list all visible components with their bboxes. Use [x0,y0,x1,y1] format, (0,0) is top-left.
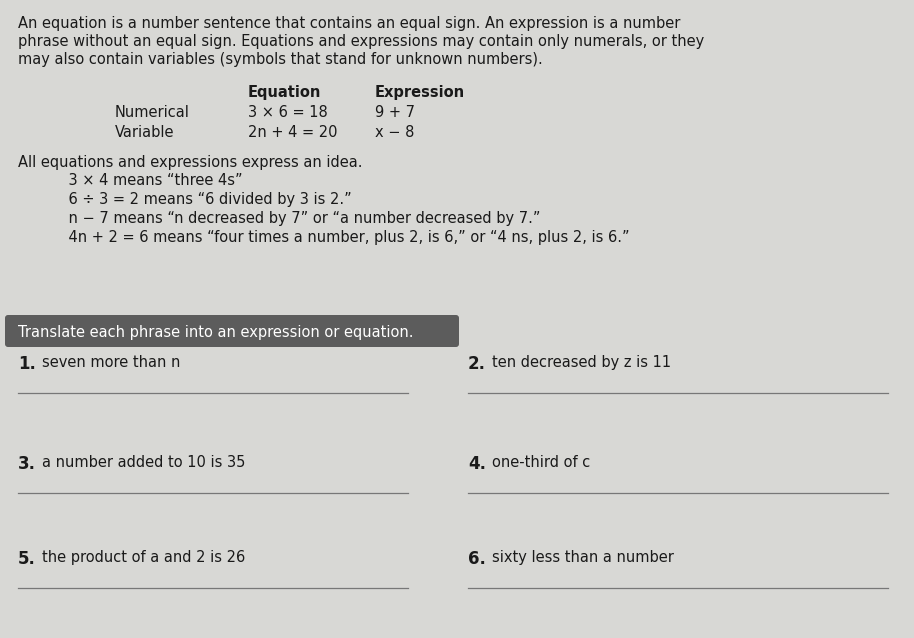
Text: All equations and expressions express an idea.: All equations and expressions express an… [18,155,363,170]
Text: Equation: Equation [248,85,322,100]
Text: may also contain variables (symbols that stand for unknown numbers).: may also contain variables (symbols that… [18,52,543,67]
Text: 1.: 1. [18,355,36,373]
Text: 3 × 4 means “three 4s”: 3 × 4 means “three 4s” [50,173,242,188]
Text: seven more than n: seven more than n [42,355,180,370]
Text: 3.: 3. [18,455,36,473]
Text: the product of a and 2 is 26: the product of a and 2 is 26 [42,550,245,565]
Text: ten decreased by z is 11: ten decreased by z is 11 [492,355,671,370]
Text: x − 8: x − 8 [375,125,414,140]
Text: Numerical: Numerical [115,105,190,120]
Text: 4n + 2 = 6 means “four times a number, plus 2, is 6,” or “4 ns, plus 2, is 6.”: 4n + 2 = 6 means “four times a number, p… [50,230,630,245]
Text: phrase without an equal sign. Equations and expressions may contain only numeral: phrase without an equal sign. Equations … [18,34,705,49]
Text: 3 × 6 = 18: 3 × 6 = 18 [248,105,328,120]
Text: one-third of c: one-third of c [492,455,590,470]
Text: 6.: 6. [468,550,486,568]
FancyBboxPatch shape [5,315,459,347]
Text: 9 + 7: 9 + 7 [375,105,415,120]
Text: 2n + 4 = 20: 2n + 4 = 20 [248,125,337,140]
Text: n − 7 means “n decreased by 7” or “a number decreased by 7.”: n − 7 means “n decreased by 7” or “a num… [50,211,540,226]
Text: Variable: Variable [115,125,175,140]
Text: a number added to 10 is 35: a number added to 10 is 35 [42,455,245,470]
Text: Expression: Expression [375,85,465,100]
Text: 4.: 4. [468,455,486,473]
Text: 6 ÷ 3 = 2 means “6 divided by 3 is 2.”: 6 ÷ 3 = 2 means “6 divided by 3 is 2.” [50,192,352,207]
Text: Translate each phrase into an expression or equation.: Translate each phrase into an expression… [18,325,413,339]
Text: 5.: 5. [18,550,36,568]
Text: 2.: 2. [468,355,486,373]
Text: An equation is a number sentence that contains an equal sign. An expression is a: An equation is a number sentence that co… [18,16,680,31]
Text: sixty less than a number: sixty less than a number [492,550,674,565]
